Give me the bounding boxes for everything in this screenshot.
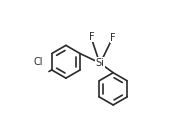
- Text: F: F: [110, 33, 116, 43]
- Text: F: F: [89, 32, 94, 42]
- Text: Cl: Cl: [34, 57, 43, 67]
- Text: Si: Si: [95, 58, 104, 68]
